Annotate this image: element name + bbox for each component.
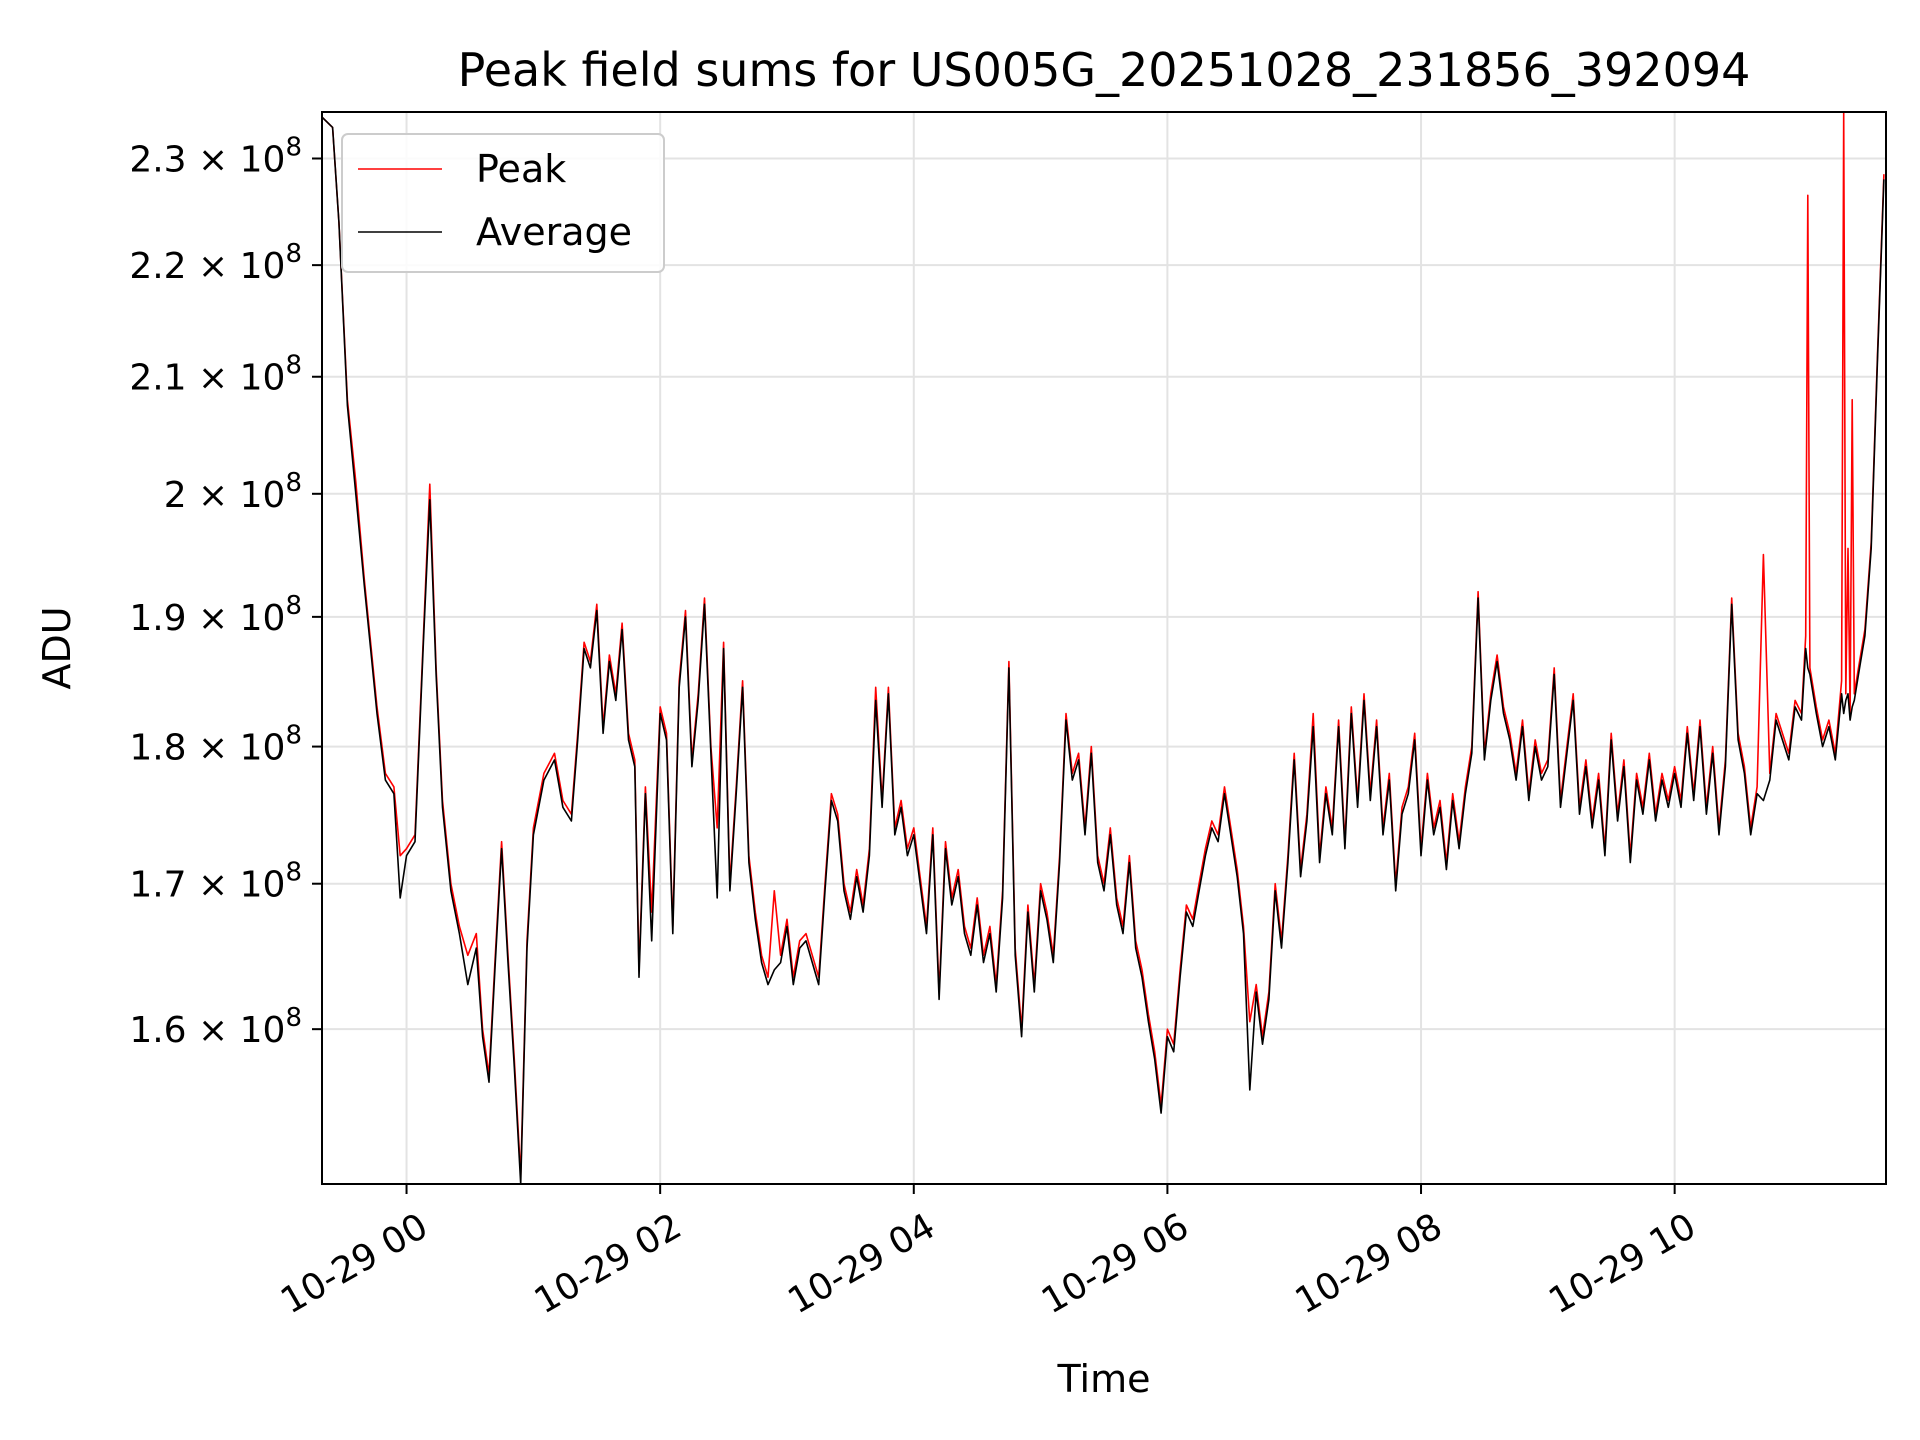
grid: [322, 112, 1886, 1184]
y-tick-label: 1.9 × 108: [129, 591, 302, 639]
y-axis-label: ADU: [35, 606, 79, 689]
y-axis-ticks: 1.6 × 108 1.7 × 108 1.8 × 108 1.9 × 108 2 × …: [129, 132, 322, 1051]
series-line-average: [322, 116, 1885, 1184]
y-tick-label: 2 × 108: [164, 468, 302, 516]
y-tick-label: 1.7 × 108: [129, 858, 302, 906]
y-tick-label: 1.6 × 108: [129, 1003, 302, 1051]
legend: Peak Average: [341, 133, 665, 273]
series-line-peak: [322, 112, 1885, 1177]
y-tick-label: 2.1 × 108: [129, 351, 302, 399]
legend-peak-label: Peak: [476, 147, 566, 191]
chart-title: Peak field sums for US005G_20251028_2318…: [458, 43, 1751, 97]
y-tick-label: 2.3 × 108: [129, 132, 302, 180]
series-layer: [322, 112, 1885, 1184]
plot-frame: [321, 111, 1887, 1185]
x-axis-label: Time: [1057, 1357, 1151, 1401]
y-tick-label: 1.8 × 108: [129, 721, 302, 769]
y-tick-label: 2.2 × 108: [129, 239, 302, 287]
legend-average-label: Average: [476, 210, 632, 254]
